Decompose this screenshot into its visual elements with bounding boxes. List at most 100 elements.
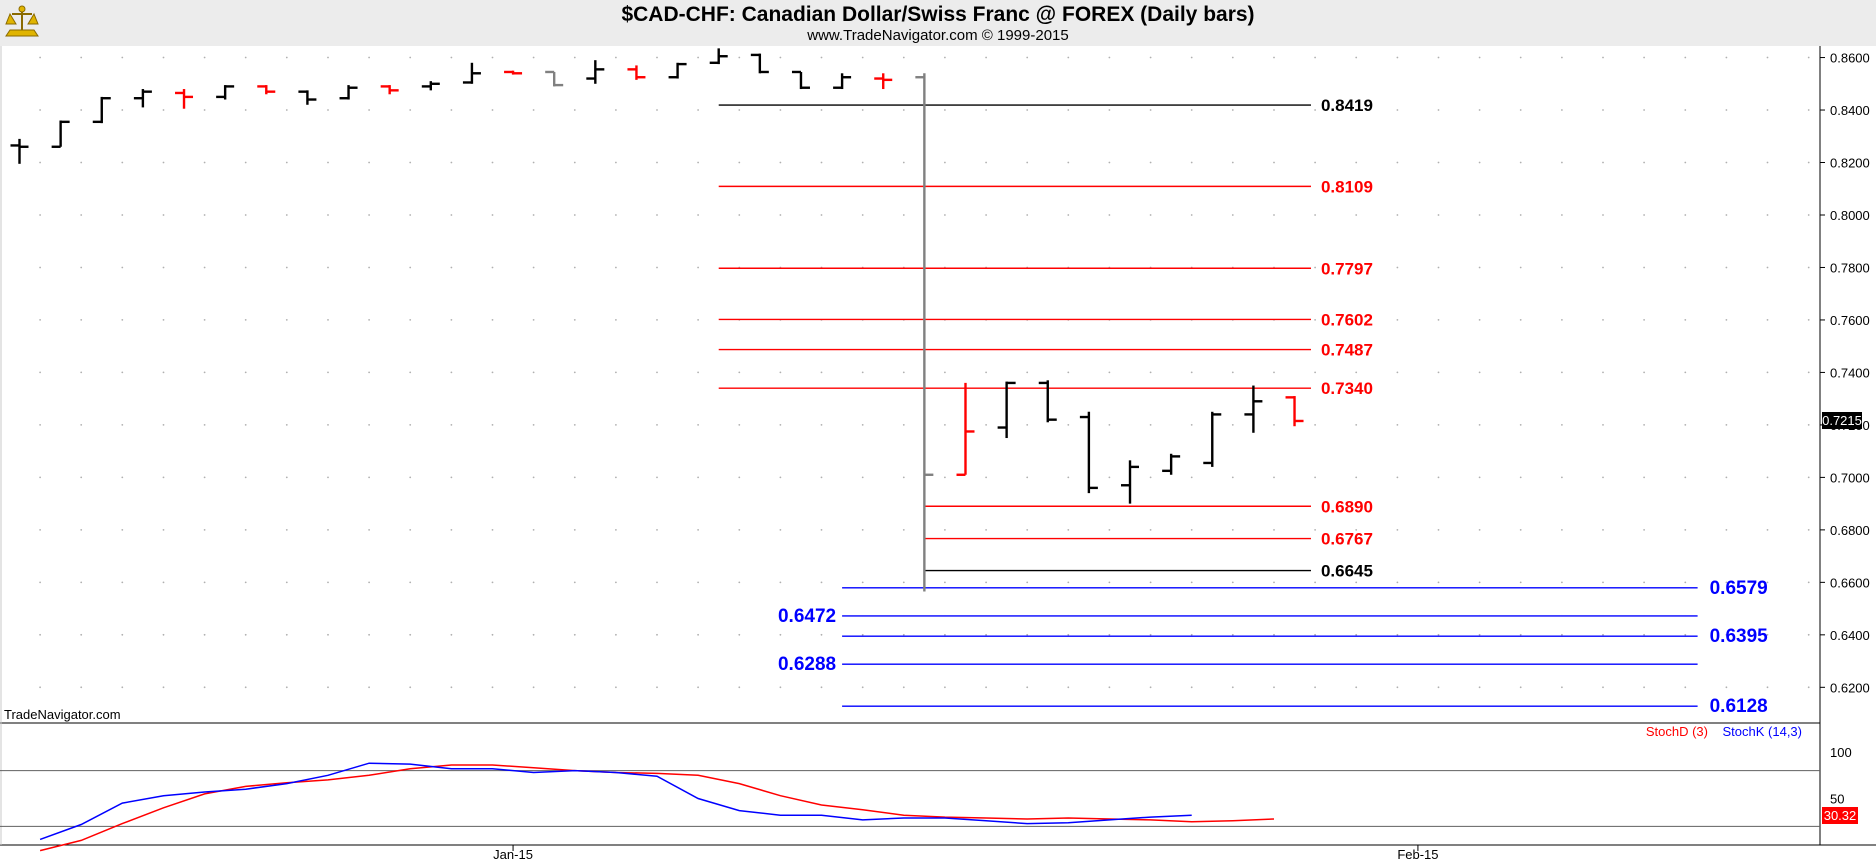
grid-dot <box>861 581 864 584</box>
grid-dot <box>1396 529 1399 531</box>
grid-dot <box>1314 633 1316 636</box>
grid-dot <box>1766 633 1769 636</box>
grid-dot <box>1108 686 1111 689</box>
grid-dot <box>1231 633 1234 636</box>
grid-dot <box>615 686 617 689</box>
grid-dot <box>532 266 535 269</box>
grid-dot <box>1478 266 1481 269</box>
grid-dot <box>1231 56 1234 59</box>
grid-dot <box>1067 686 1070 689</box>
grid-dot <box>1149 214 1152 216</box>
grid-dot <box>656 56 658 59</box>
grid-dot <box>1026 529 1029 531</box>
grid-dot <box>779 161 782 164</box>
grid-dot <box>491 161 494 164</box>
grid-dot <box>944 161 946 164</box>
grid-dot <box>203 633 206 636</box>
grid-dot <box>1807 581 1810 584</box>
grid-dot <box>1519 529 1522 531</box>
grid-dot <box>1766 529 1769 531</box>
grid-dot <box>1108 424 1111 426</box>
grid-dot <box>1684 633 1687 636</box>
grid-dot <box>697 161 699 164</box>
grid-dot <box>1437 424 1440 426</box>
ohlc-bar <box>750 53 769 74</box>
oscillator-grid <box>0 770 1820 827</box>
grid-dot <box>39 529 41 531</box>
grid-dot <box>39 109 41 111</box>
level-label: 0.6645 <box>1321 562 1373 581</box>
ohlc-bar <box>791 70 810 90</box>
grid-dot <box>1108 371 1111 374</box>
grid-dot <box>1602 266 1604 269</box>
ohlc-bar <box>10 138 29 164</box>
ohlc-bar <box>462 62 481 84</box>
grid-dot <box>1766 319 1769 321</box>
grid-dot <box>902 633 905 636</box>
grid-dot <box>532 686 535 689</box>
grid-dot <box>1725 581 1728 584</box>
grid-dot <box>738 633 741 636</box>
grid-dot <box>1149 109 1152 111</box>
grid-dot <box>902 476 905 479</box>
grid-dot <box>1519 371 1522 374</box>
grid-dot <box>1396 319 1399 321</box>
grid-dot <box>327 161 329 164</box>
grid-dot <box>368 109 370 111</box>
grid-dot <box>244 109 247 111</box>
grid-dot <box>409 319 412 321</box>
grid-dot <box>1396 633 1399 636</box>
grid-dot <box>450 56 453 59</box>
grid-dot <box>409 476 412 479</box>
grid-dot <box>1067 214 1070 216</box>
grid-dot <box>1314 424 1316 426</box>
grid-dot <box>80 266 83 269</box>
ohlc-bar <box>668 62 687 79</box>
grid-dot <box>1149 529 1152 531</box>
grid-dot <box>1355 686 1358 689</box>
grid-dot <box>573 686 576 689</box>
grid-dot <box>368 529 370 531</box>
grid-dot <box>203 686 206 689</box>
grid-dot <box>1067 109 1070 111</box>
grid-dot <box>1273 371 1275 374</box>
grid-dot <box>491 371 494 374</box>
grid-dot <box>985 214 987 216</box>
grid-dot <box>368 686 370 689</box>
grid-dot <box>1190 161 1193 164</box>
grid-dot <box>1026 424 1029 426</box>
grid-dot <box>450 581 453 584</box>
grid-dot <box>1314 371 1316 374</box>
grid-dot <box>532 214 535 216</box>
grid-dot <box>1149 371 1152 374</box>
grid-dot <box>285 371 288 374</box>
grid-dot <box>1643 529 1645 531</box>
grid-dot <box>1684 214 1687 216</box>
grid-dot <box>1314 581 1316 584</box>
grid-dot <box>1026 109 1029 111</box>
grid-dot <box>1602 109 1604 111</box>
grid-dot <box>327 319 329 321</box>
grid-dot <box>409 686 412 689</box>
grid-dot <box>1355 266 1358 269</box>
grid-dot <box>368 56 370 59</box>
grid-dot <box>985 424 987 426</box>
grid-dot <box>80 319 83 321</box>
grid-dot <box>327 214 329 216</box>
grid-dot <box>1314 161 1316 164</box>
grid-dot <box>902 161 905 164</box>
grid-dot <box>985 633 987 636</box>
grid-dot <box>1355 424 1358 426</box>
grid-dot <box>1519 214 1522 216</box>
grid-dot <box>450 109 453 111</box>
grid-dot <box>738 214 741 216</box>
grid-dot <box>1602 529 1604 531</box>
grid-dot <box>985 686 987 689</box>
grid-dot <box>1684 686 1687 689</box>
grid-dot <box>80 371 83 374</box>
grid-dot <box>203 476 206 479</box>
grid-dot <box>244 56 247 59</box>
grid-dot <box>491 56 494 59</box>
grid-dot <box>1602 161 1604 164</box>
grid-dot <box>1561 319 1563 321</box>
